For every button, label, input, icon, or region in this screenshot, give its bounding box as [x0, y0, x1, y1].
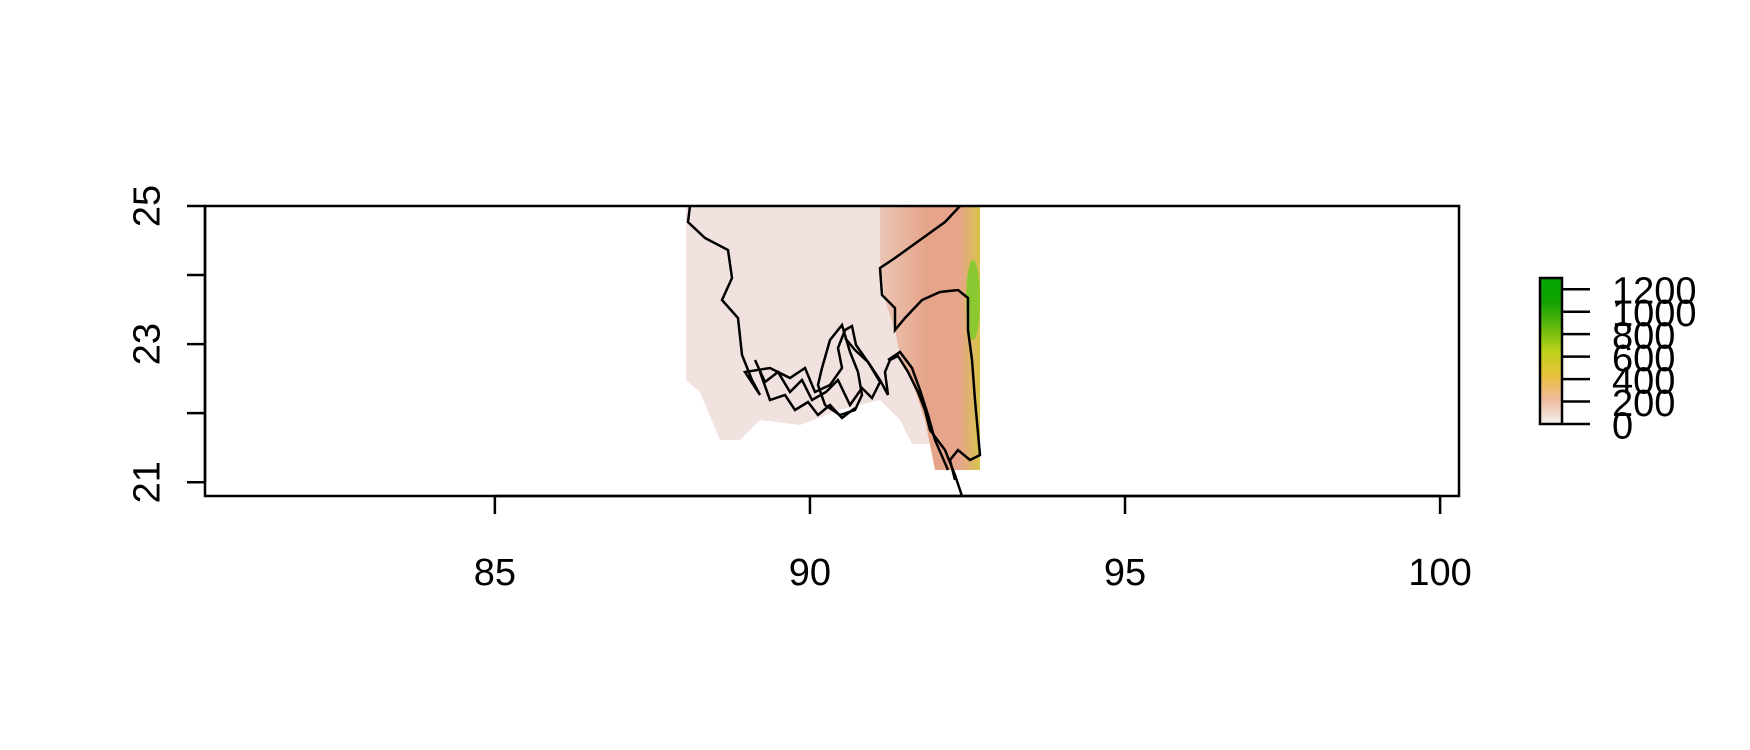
raster-peak [966, 260, 980, 340]
y-tick-label: 23 [126, 323, 168, 365]
legend-tick-label: 800 [1612, 316, 1675, 358]
raster-layer [686, 206, 980, 496]
y-tick-label: 21 [126, 461, 168, 503]
bangladesh-border [686, 206, 982, 496]
legend-tick-label: 400 [1612, 361, 1675, 403]
y-tick-label: 25 [126, 185, 168, 227]
legend-colorbar [1538, 276, 1564, 426]
meghna-estuary [816, 322, 864, 417]
country-outlines [686, 206, 982, 496]
raster-eastern-hills [880, 206, 980, 496]
y-axis: 21 23 25 [126, 185, 207, 503]
legend-tick-label: 200 [1612, 383, 1675, 425]
x-tick-label: 85 [474, 552, 516, 594]
legend-tick-label: 1000 [1612, 293, 1697, 335]
x-tick-label: 90 [789, 552, 831, 594]
x-tick-label: 95 [1104, 552, 1146, 594]
legend-tick-label: 0 [1612, 405, 1633, 447]
legend-tick-label: 1200 [1612, 271, 1697, 313]
x-tick-label: 100 [1408, 552, 1471, 594]
raster-southern-coast [686, 380, 980, 496]
chittagong-coast [887, 350, 950, 471]
legend-tick-label: 600 [1612, 338, 1675, 380]
x-axis: 85 90 95 100 [474, 494, 1472, 594]
